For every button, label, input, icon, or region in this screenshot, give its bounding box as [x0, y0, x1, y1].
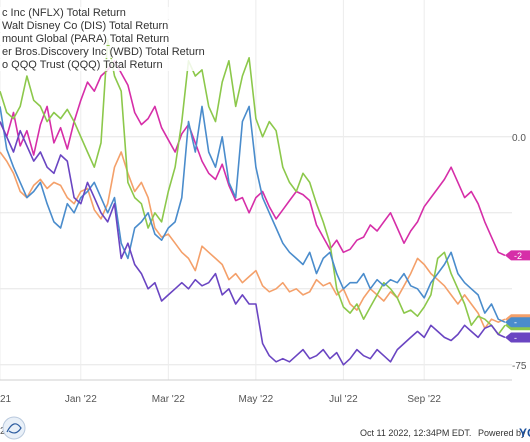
series-line-0 [0, 59, 506, 257]
footer-powered-by: Powered by [478, 428, 526, 438]
y-tick-label: 0.0 [512, 133, 526, 144]
end-value-label-4: - [514, 333, 517, 343]
legend-entry-0: c Inc (NFLX) Total Return [2, 7, 126, 19]
footer: 2 Oct 11 2022, 12:34PM EDT. Powered by Y… [0, 416, 530, 440]
x-tick-label: Mar '22 [152, 394, 185, 405]
y-tick-label: -75 [512, 361, 527, 372]
y-axis-ticks: 0.0 -75 [512, 133, 527, 372]
x-axis-ticks: 21 Jan '22 Mar '22 May '22 Jul '22 Sep '22 [0, 394, 441, 405]
legend-entry-1: Walt Disney Co (DIS) Total Return [2, 20, 168, 32]
series-line-2 [0, 38, 506, 336]
end-value-label-3: - [514, 318, 517, 328]
footer-left-label: 2 [0, 426, 6, 437]
end-value-marker-3: - [505, 317, 530, 328]
series-line-3 [0, 105, 506, 323]
series-line-4 [0, 121, 506, 366]
end-value-marker-4: - [505, 332, 530, 343]
logo-mark-icon [2, 416, 26, 440]
x-tick-label: May '22 [239, 394, 274, 405]
footer-timestamp: Oct 11 2022, 12:34PM EDT. [360, 428, 471, 438]
series-layer [0, 38, 506, 366]
end-value-marker-0: -2 [505, 250, 530, 261]
legend-entry-4: o QQQ Trust (QQQ) Total Return [2, 59, 163, 71]
brand-logo: YC [519, 426, 530, 440]
x-tick-label: Jul '22 [329, 394, 358, 405]
end-value-labels: -2---- [505, 250, 530, 343]
x-tick-label: 21 [0, 394, 12, 405]
series-line-1 [0, 151, 506, 330]
legend-entry-2: mount Global (PARA) Total Return [2, 33, 169, 45]
end-value-label-0: -2 [514, 251, 522, 261]
x-tick-label: Jan '22 [65, 394, 97, 405]
legend-entry-3: er Bros.Discovery Inc (WBD) Total Return [2, 46, 205, 58]
x-tick-label: Sep '22 [407, 394, 441, 405]
